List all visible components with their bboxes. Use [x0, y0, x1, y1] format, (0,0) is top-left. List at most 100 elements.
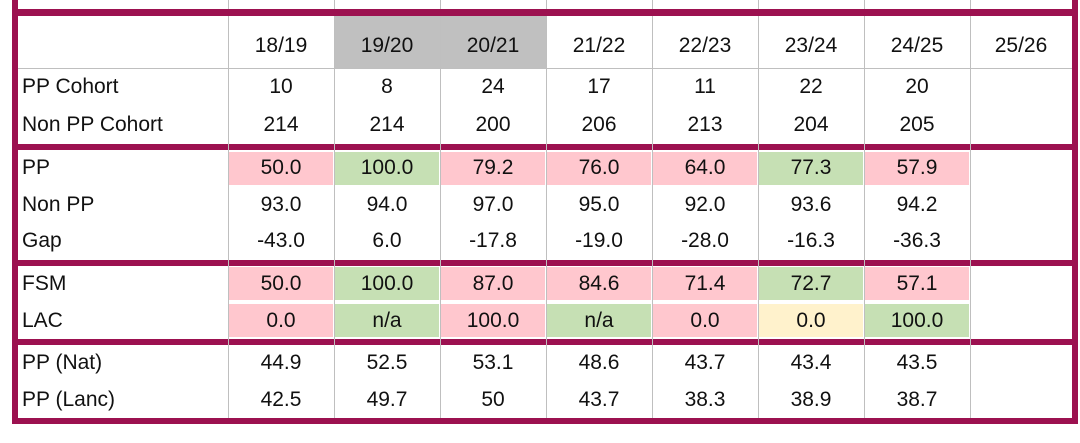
- cell-fill: [865, 267, 969, 300]
- cell: 53.1: [472, 351, 514, 375]
- cell: 43.7: [684, 351, 726, 375]
- cell: 100.0: [360, 271, 414, 295]
- cell: 79.2: [472, 156, 514, 180]
- border-right: [1072, 0, 1078, 424]
- cell: 72.7: [790, 271, 832, 295]
- cell: 24: [481, 75, 505, 98]
- cell: -36.3: [893, 229, 941, 253]
- cell-fill: [759, 267, 863, 300]
- column-header: 21/22: [572, 34, 626, 57]
- cell: 214: [369, 113, 405, 136]
- cell: 48.6: [578, 351, 620, 375]
- cell: 93.6: [790, 192, 832, 216]
- row-line: [18, 68, 1072, 69]
- cell: -17.8: [469, 229, 517, 253]
- cell: 100.0: [466, 308, 520, 332]
- cell-fill: [653, 304, 757, 337]
- cell: 42.5: [260, 387, 302, 411]
- cell: 11: [694, 75, 716, 98]
- cell: -43.0: [257, 229, 305, 253]
- cell: 205: [899, 113, 935, 136]
- row-label: PP (Nat): [22, 351, 103, 375]
- group-border: [12, 259, 1078, 266]
- cell: 6.0: [372, 229, 402, 253]
- cell: 87.0: [472, 271, 514, 295]
- cell-fill: [335, 267, 439, 300]
- cell: 84.6: [578, 271, 620, 295]
- cell: 100.0: [890, 308, 944, 332]
- group-border: [12, 418, 1078, 424]
- cell: 97.0: [472, 192, 514, 216]
- column-line: [228, 0, 229, 418]
- row-label: Non PP Cohort: [22, 113, 163, 136]
- cell: 20: [905, 75, 929, 98]
- column-line: [546, 0, 547, 418]
- cell: 0.0: [266, 308, 296, 332]
- border-top: [12, 9, 1078, 16]
- cell-fill: [759, 304, 863, 337]
- row-label: FSM: [22, 271, 67, 295]
- column-header: 22/23: [678, 34, 732, 57]
- cell-fill: [229, 152, 333, 185]
- row-label: PP: [22, 156, 51, 180]
- column-header: 19/20: [360, 34, 414, 57]
- cell-fill: [547, 304, 651, 337]
- cell-fill: [865, 304, 969, 337]
- cell: 52.5: [366, 351, 408, 375]
- cell: -19.0: [575, 229, 623, 253]
- header-fill: [440, 16, 546, 68]
- row-label: LAC: [22, 308, 63, 332]
- cell: 43.5: [896, 351, 938, 375]
- cell: 49.7: [366, 387, 408, 411]
- cell: 200: [475, 113, 511, 136]
- cell-fill: [229, 304, 333, 337]
- cell-fill: [653, 267, 757, 300]
- cell-fill: [759, 152, 863, 185]
- group-border: [12, 339, 1078, 345]
- cell: -16.3: [787, 229, 835, 253]
- row-label: PP Cohort: [22, 75, 119, 98]
- cell: 38.3: [684, 387, 726, 411]
- cell: 0.0: [690, 308, 720, 332]
- cell-fill: [335, 152, 439, 185]
- cell: 213: [687, 113, 723, 136]
- cell: -28.0: [681, 229, 729, 253]
- cell-fill: [547, 267, 651, 300]
- cell-fill: [441, 152, 545, 185]
- border-left: [12, 0, 18, 424]
- row-label: Non PP: [22, 192, 95, 216]
- cell: 94.0: [366, 192, 408, 216]
- column-header: 23/24: [784, 34, 838, 57]
- row-label: PP (Lanc): [22, 387, 115, 411]
- cell-fill: [547, 152, 651, 185]
- cell: 95.0: [578, 192, 620, 216]
- column-header: 20/21: [466, 34, 520, 57]
- cell: 0.0: [796, 308, 826, 332]
- cell: 93.0: [260, 192, 302, 216]
- cell: 57.9: [896, 156, 938, 180]
- cell: 43.7: [578, 387, 620, 411]
- cell-fill: [229, 267, 333, 300]
- cell: 38.7: [896, 387, 938, 411]
- cell: 76.0: [578, 156, 620, 180]
- cell-fill: [335, 304, 439, 337]
- cell: 92.0: [684, 192, 726, 216]
- cell: 50: [481, 387, 505, 411]
- cell: 94.2: [896, 192, 938, 216]
- cell: n/a: [584, 308, 614, 332]
- cell: 100.0: [360, 156, 414, 180]
- column-header: 24/25: [890, 34, 944, 57]
- header-fill: [334, 16, 440, 68]
- cell: 17: [587, 75, 611, 98]
- cell-fill: [865, 152, 969, 185]
- cell: 204: [793, 113, 829, 136]
- cell: 8: [381, 75, 393, 98]
- column-line: [864, 0, 865, 418]
- column-header: 18/19: [254, 34, 308, 57]
- column-line: [334, 0, 335, 418]
- cell-fill: [441, 267, 545, 300]
- column-line: [652, 0, 653, 418]
- column-header: 25/26: [994, 34, 1048, 57]
